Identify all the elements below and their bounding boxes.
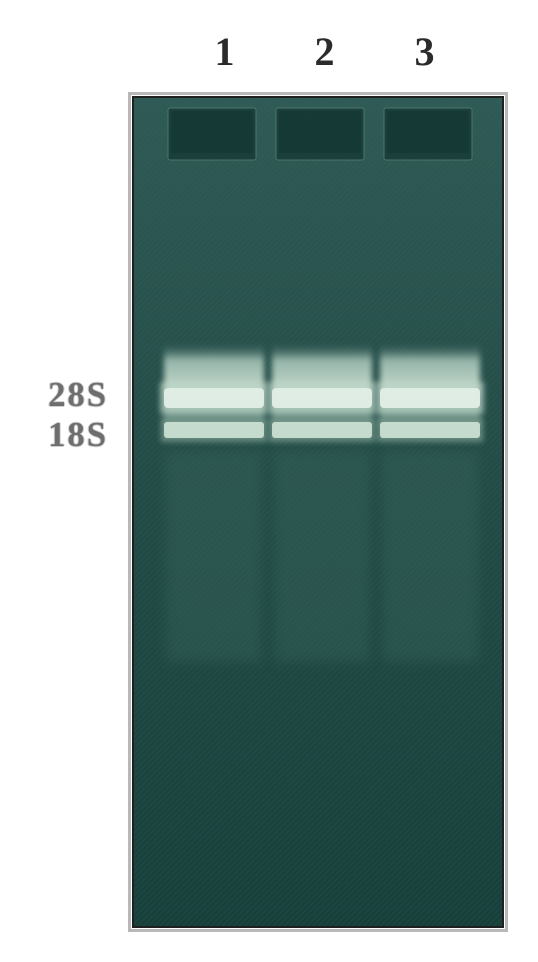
marker-label-18s: 18S (8, 416, 108, 455)
marker-label-28s: 28S (8, 376, 108, 415)
lane-label-2: 2 (300, 28, 350, 75)
gel-image (128, 92, 508, 932)
gel-svg (128, 92, 508, 932)
lane-label-3: 3 (400, 28, 450, 75)
lane-label-1: 1 (200, 28, 250, 75)
gel-figure: 1 2 3 28S 18S (0, 0, 538, 962)
